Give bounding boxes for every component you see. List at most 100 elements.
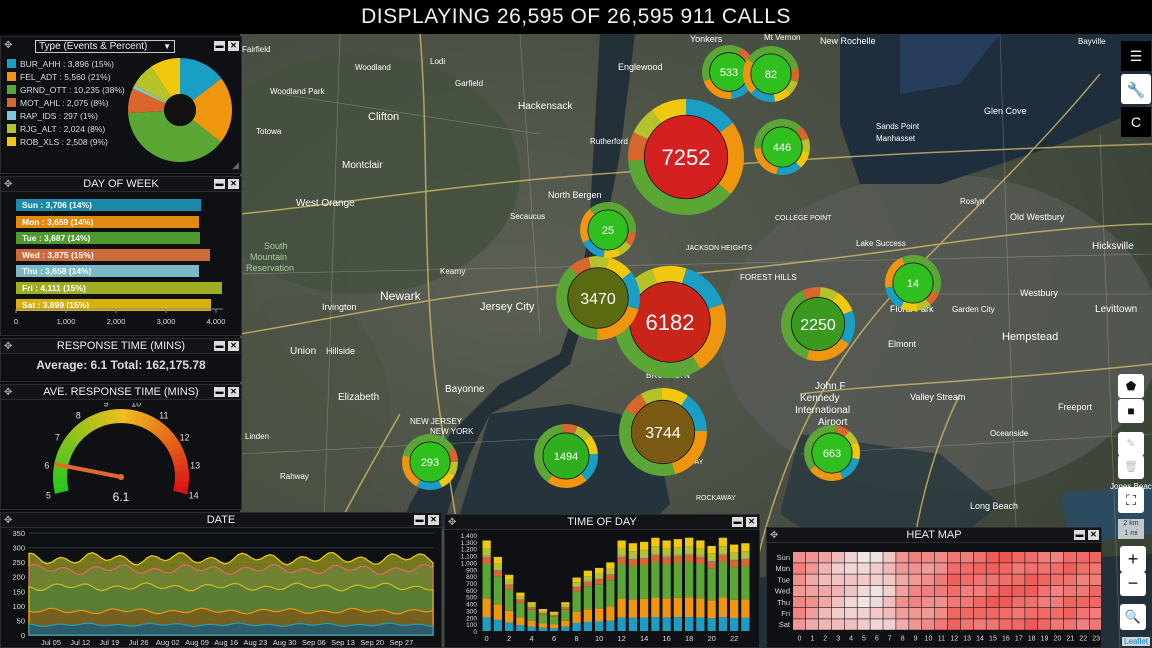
drag-handle-icon[interactable]: ✥ <box>4 341 13 352</box>
tod-bar-segment[interactable] <box>673 539 682 548</box>
tod-bar-segment[interactable] <box>662 564 671 599</box>
heat-cell[interactable] <box>909 552 922 563</box>
heat-cell[interactable] <box>844 596 857 608</box>
tod-bar-segment[interactable] <box>482 555 491 557</box>
tod-bar-segment[interactable] <box>595 579 604 585</box>
resize-handle-icon[interactable]: ◢ <box>232 160 239 170</box>
heat-cell[interactable] <box>844 608 857 619</box>
tod-bar-segment[interactable] <box>640 598 649 618</box>
heat-cell[interactable] <box>818 596 832 608</box>
heat-cell[interactable] <box>831 574 844 585</box>
heat-cell[interactable] <box>870 552 883 563</box>
heat-cell[interactable] <box>844 574 857 585</box>
type-legend-item[interactable]: MOT_AHL : 2,075 (8%) <box>7 96 125 109</box>
type-legend-item[interactable]: RAP_IDS : 297 (1%) <box>7 109 125 122</box>
satellite-map[interactable]: Newark Jersey City BROOKLYN John F Kenne… <box>240 34 1152 648</box>
tod-bar-segment[interactable] <box>516 596 525 600</box>
zoom-in-button[interactable]: + <box>1120 546 1146 572</box>
heat-cell[interactable] <box>999 596 1012 608</box>
heat-cell[interactable] <box>909 596 922 608</box>
tod-bar-segment[interactable] <box>617 556 626 565</box>
tod-bar-segment[interactable] <box>572 577 581 583</box>
tod-bar-segment[interactable] <box>493 556 502 564</box>
tod-bar-segment[interactable] <box>538 611 547 613</box>
heat-cell[interactable] <box>922 552 935 563</box>
heat-cell[interactable] <box>922 563 935 574</box>
tod-bar-segment[interactable] <box>505 584 514 585</box>
heat-cell[interactable] <box>818 574 832 585</box>
type-legend-item[interactable]: ROB_XLS : 2,508 (9%) <box>7 135 125 148</box>
tod-bar-segment[interactable] <box>493 569 502 571</box>
heat-cell[interactable] <box>960 608 973 619</box>
tod-bar-segment[interactable] <box>685 597 694 618</box>
tod-bar-segment[interactable] <box>730 618 739 631</box>
heat-cell[interactable] <box>999 619 1012 630</box>
heat-cell[interactable] <box>1076 596 1090 608</box>
heat-cell[interactable] <box>973 563 986 574</box>
heat-cell[interactable] <box>947 552 961 563</box>
edit-layers-button[interactable]: ✎ <box>1118 432 1144 456</box>
tod-bar-segment[interactable] <box>595 608 604 622</box>
heat-cell[interactable] <box>870 619 883 630</box>
call-cluster[interactable]: 3470 <box>556 256 640 340</box>
tod-bar-segment[interactable] <box>718 546 727 554</box>
tod-bar-segment[interactable] <box>583 580 592 582</box>
heat-cell[interactable] <box>1051 619 1064 630</box>
pie-slice[interactable] <box>128 88 166 114</box>
heat-cell[interactable] <box>844 619 857 630</box>
heat-cell[interactable] <box>793 596 806 608</box>
heat-cell[interactable] <box>960 552 973 563</box>
heat-cell[interactable] <box>1012 608 1025 619</box>
heat-cell[interactable] <box>1025 619 1038 630</box>
heat-cell[interactable] <box>909 563 922 574</box>
tod-bar-segment[interactable] <box>707 568 716 601</box>
tod-bar-segment[interactable] <box>662 548 671 556</box>
pie-slice[interactable] <box>192 78 232 143</box>
tod-bar-segment[interactable] <box>538 623 547 628</box>
tod-bar-segment[interactable] <box>741 551 750 559</box>
heat-cell[interactable] <box>1089 563 1101 574</box>
call-cluster[interactable]: 3744 <box>619 388 707 476</box>
heat-cell[interactable] <box>844 563 857 574</box>
heat-cell[interactable] <box>896 585 909 597</box>
heat-cell[interactable] <box>947 563 961 574</box>
type-legend-item[interactable]: FEL_ADT : 5,560 (21%) <box>7 70 125 83</box>
heat-cell[interactable] <box>896 596 909 608</box>
heat-cell[interactable] <box>1038 619 1051 630</box>
heat-cell[interactable] <box>857 596 870 608</box>
heat-cell[interactable] <box>1051 596 1064 608</box>
heat-cell[interactable] <box>922 619 935 630</box>
heat-cell[interactable] <box>1012 619 1025 630</box>
close-button[interactable]: ✕ <box>1088 530 1099 540</box>
heat-cell[interactable] <box>1012 596 1025 608</box>
heat-cell[interactable] <box>805 574 819 585</box>
heat-cell[interactable] <box>805 563 819 574</box>
heat-cell[interactable] <box>831 552 844 563</box>
call-cluster[interactable]: 293 <box>402 434 458 491</box>
heat-cell[interactable] <box>870 608 883 619</box>
heat-cell[interactable] <box>805 552 819 563</box>
heat-cell[interactable] <box>896 552 909 563</box>
dow-bar[interactable]: Sat : 3,899 (15%) <box>16 298 211 311</box>
tod-bar-segment[interactable] <box>741 617 750 631</box>
heat-cell[interactable] <box>793 585 806 597</box>
tod-bar-segment[interactable] <box>505 589 514 611</box>
heat-cell[interactable] <box>805 596 819 608</box>
tod-bar-segment[interactable] <box>561 607 570 610</box>
heat-cell[interactable] <box>922 574 935 585</box>
tod-bar-segment[interactable] <box>685 617 694 631</box>
tod-bar-segment[interactable] <box>707 553 716 561</box>
tod-bar-segment[interactable] <box>505 579 514 585</box>
heat-cell[interactable] <box>986 596 999 608</box>
heat-cell[interactable] <box>870 574 883 585</box>
heat-cell[interactable] <box>922 596 935 608</box>
heat-cell[interactable] <box>1076 619 1090 630</box>
heat-cell[interactable] <box>883 563 896 574</box>
tod-bar-segment[interactable] <box>527 607 536 610</box>
call-cluster[interactable]: 14 <box>885 255 941 311</box>
drag-handle-icon[interactable]: ✥ <box>4 387 13 398</box>
tod-bar-segment[interactable] <box>606 574 615 575</box>
tod-bar-segment[interactable] <box>718 617 727 631</box>
tod-bar-segment[interactable] <box>651 617 660 631</box>
heat-cell[interactable] <box>1089 596 1101 608</box>
